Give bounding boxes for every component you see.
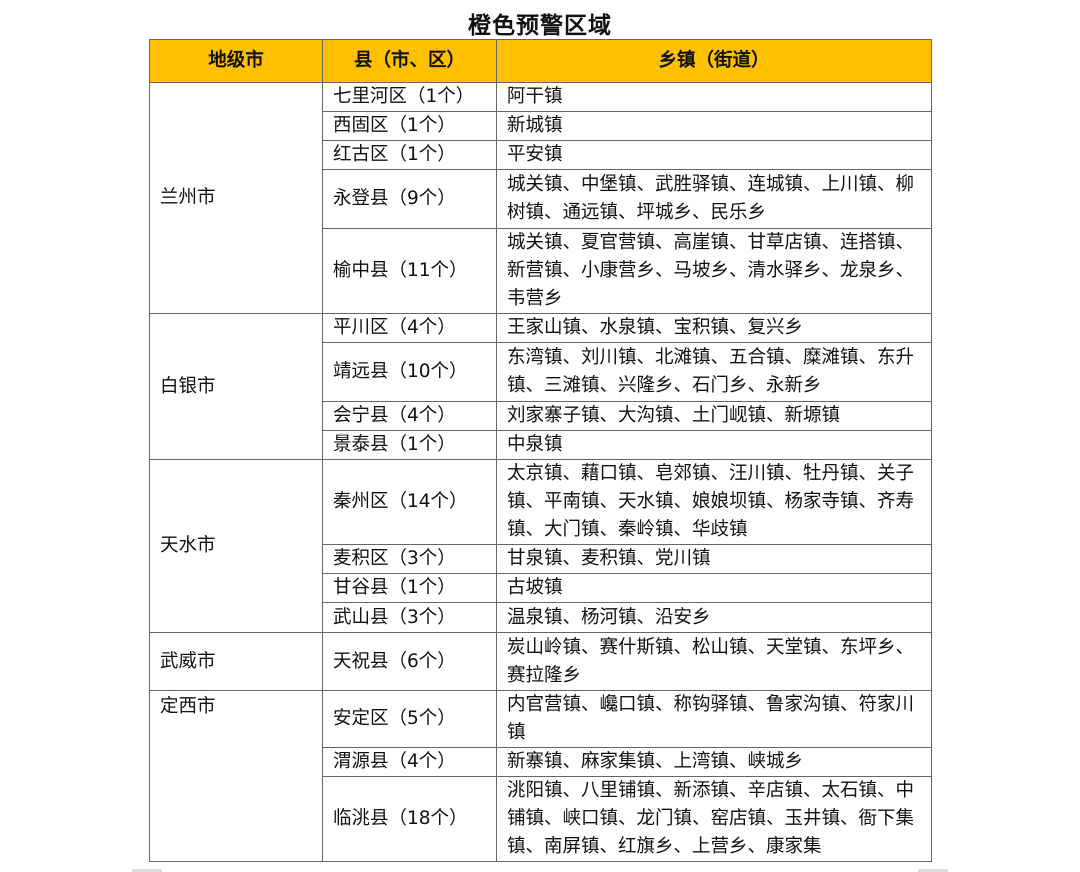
county-cell: 景泰县（1个） — [322, 430, 497, 460]
towns-cell: 阿干镇 — [496, 82, 932, 112]
table-row: 武威市 天祝县（6个） 炭山岭镇、赛什斯镇、松山镇、天堂镇、东坪乡、赛拉隆乡 — [149, 632, 932, 691]
county-cell: 红古区（1个） — [322, 140, 497, 170]
county-cell: 西固区（1个） — [322, 111, 497, 141]
table-row: 兰州市 七里河区（1个） 阿干镇 — [149, 82, 932, 314]
county-cell: 武山县（3个） — [322, 602, 497, 633]
table-header-row: 地级市 县（市、区） 乡镇（街道） — [149, 39, 932, 83]
towns-cell: 王家山镇、水泉镇、宝积镇、复兴乡 — [496, 313, 932, 343]
page-edge — [132, 869, 162, 872]
towns-cell: 中泉镇 — [496, 430, 932, 460]
towns-cell: 城关镇、中堡镇、武胜驿镇、连城镇、上川镇、柳树镇、通远镇、坪城乡、民乐乡 — [496, 169, 932, 229]
table-row: 定西市 安定区（5个） 内官营镇、巉口镇、称钩驿镇、鲁家沟镇、符家川镇 — [149, 690, 932, 862]
warning-area-table: 地级市 县（市、区） 乡镇（街道） 兰州市 七里河区（1个） 阿干镇 西固区（1个）新… — [149, 39, 932, 862]
towns-cell: 甘泉镇、麦积镇、党川镇 — [496, 544, 932, 574]
table-row: 西固区（1个） 新城镇 — [150, 111, 932, 141]
header-city: 地级市 — [149, 39, 323, 83]
county-cell: 天祝县（6个） — [322, 632, 497, 691]
city-cell: 定西市 — [149, 690, 323, 862]
county-cell: 渭源县（4个） — [322, 747, 497, 777]
towns-cell: 内官营镇、巉口镇、称钩驿镇、鲁家沟镇、符家川镇 — [496, 690, 932, 748]
towns-cell: 平安镇 — [496, 140, 932, 170]
towns-cell: 东湾镇、刘川镇、北滩镇、五合镇、糜滩镇、东升镇、三滩镇、兴隆乡、石门乡、永新乡 — [496, 342, 932, 402]
city-cell: 兰州市 — [149, 82, 323, 314]
table-row: 渭源县（4个） 新寨镇、麻家集镇、上湾镇、峡城乡 — [150, 747, 932, 777]
table-row: 永登县（9个） 城关镇、中堡镇、武胜驿镇、连城镇、上川镇、柳树镇、通远镇、坪城乡、… — [150, 169, 932, 229]
towns-cell: 新寨镇、麻家集镇、上湾镇、峡城乡 — [496, 747, 932, 777]
towns-cell: 城关镇、夏官营镇、高崖镇、甘草店镇、连搭镇、新营镇、小康营乡、马坡乡、清水驿乡、… — [496, 228, 932, 314]
city-cell: 白银市 — [149, 313, 323, 460]
towns-cell: 洮阳镇、八里铺镇、新添镇、辛店镇、太石镇、中铺镇、峡口镇、龙门镇、窑店镇、玉井镇… — [496, 776, 932, 862]
county-cell: 七里河区（1个） — [322, 82, 497, 112]
table-row: 榆中县（11个） 城关镇、夏官营镇、高崖镇、甘草店镇、连搭镇、新营镇、小康营乡、马… — [150, 228, 932, 314]
county-cell: 永登县（9个） — [322, 169, 497, 229]
county-cell: 秦州区（14个） — [322, 459, 497, 545]
page-edge — [918, 869, 948, 872]
towns-cell: 新城镇 — [496, 111, 932, 141]
city-cell: 武威市 — [149, 632, 323, 691]
county-cell: 临洮县（18个） — [322, 776, 497, 862]
city-cell: 天水市 — [149, 459, 323, 633]
towns-cell: 古坡镇 — [496, 573, 932, 603]
county-cell: 甘谷县（1个） — [322, 573, 497, 603]
table-row: 红古区（1个） 平安镇 — [150, 140, 932, 170]
table-row: 天水市 秦州区（14个） 太京镇、藉口镇、皂郊镇、汪川镇、牡丹镇、关子镇、平南镇、天… — [149, 459, 932, 633]
page-title: 橙色预警区域 — [468, 13, 612, 39]
table-row: 武山县（3个） 温泉镇、杨河镇、沿安乡 — [150, 602, 932, 633]
table-row: 麦积区（3个） 甘泉镇、麦积镇、党川镇 — [150, 544, 932, 574]
county-cell: 平川区（4个） — [322, 313, 497, 343]
county-cell: 安定区（5个） — [322, 690, 497, 748]
towns-cell: 温泉镇、杨河镇、沿安乡 — [496, 602, 932, 633]
towns-cell: 太京镇、藉口镇、皂郊镇、汪川镇、牡丹镇、关子镇、平南镇、天水镇、娘娘坝镇、杨家寺… — [496, 459, 932, 545]
header-county: 县（市、区） — [322, 39, 497, 83]
county-cell: 会宁县（4个） — [322, 401, 497, 431]
table-row: 靖远县（10个） 东湾镇、刘川镇、北滩镇、五合镇、糜滩镇、东升镇、三滩镇、兴隆乡、… — [150, 342, 932, 402]
table-row: 白银市 平川区（4个） 王家山镇、水泉镇、宝积镇、复兴乡 — [149, 313, 932, 460]
county-cell: 靖远县（10个） — [322, 342, 497, 402]
table-row: 临洮县（18个） 洮阳镇、八里铺镇、新添镇、辛店镇、太石镇、中铺镇、峡口镇、龙门镇… — [150, 776, 932, 862]
table-row: 会宁县（4个） 刘家寨子镇、大沟镇、土门岘镇、新塬镇 — [150, 401, 932, 431]
table-row: 景泰县（1个） 中泉镇 — [150, 430, 932, 460]
county-cell: 麦积区（3个） — [322, 544, 497, 574]
header-towns: 乡镇（街道） — [496, 39, 932, 83]
towns-cell: 刘家寨子镇、大沟镇、土门岘镇、新塬镇 — [496, 401, 932, 431]
towns-cell: 炭山岭镇、赛什斯镇、松山镇、天堂镇、东坪乡、赛拉隆乡 — [496, 632, 932, 691]
county-cell: 榆中县（11个） — [322, 228, 497, 314]
